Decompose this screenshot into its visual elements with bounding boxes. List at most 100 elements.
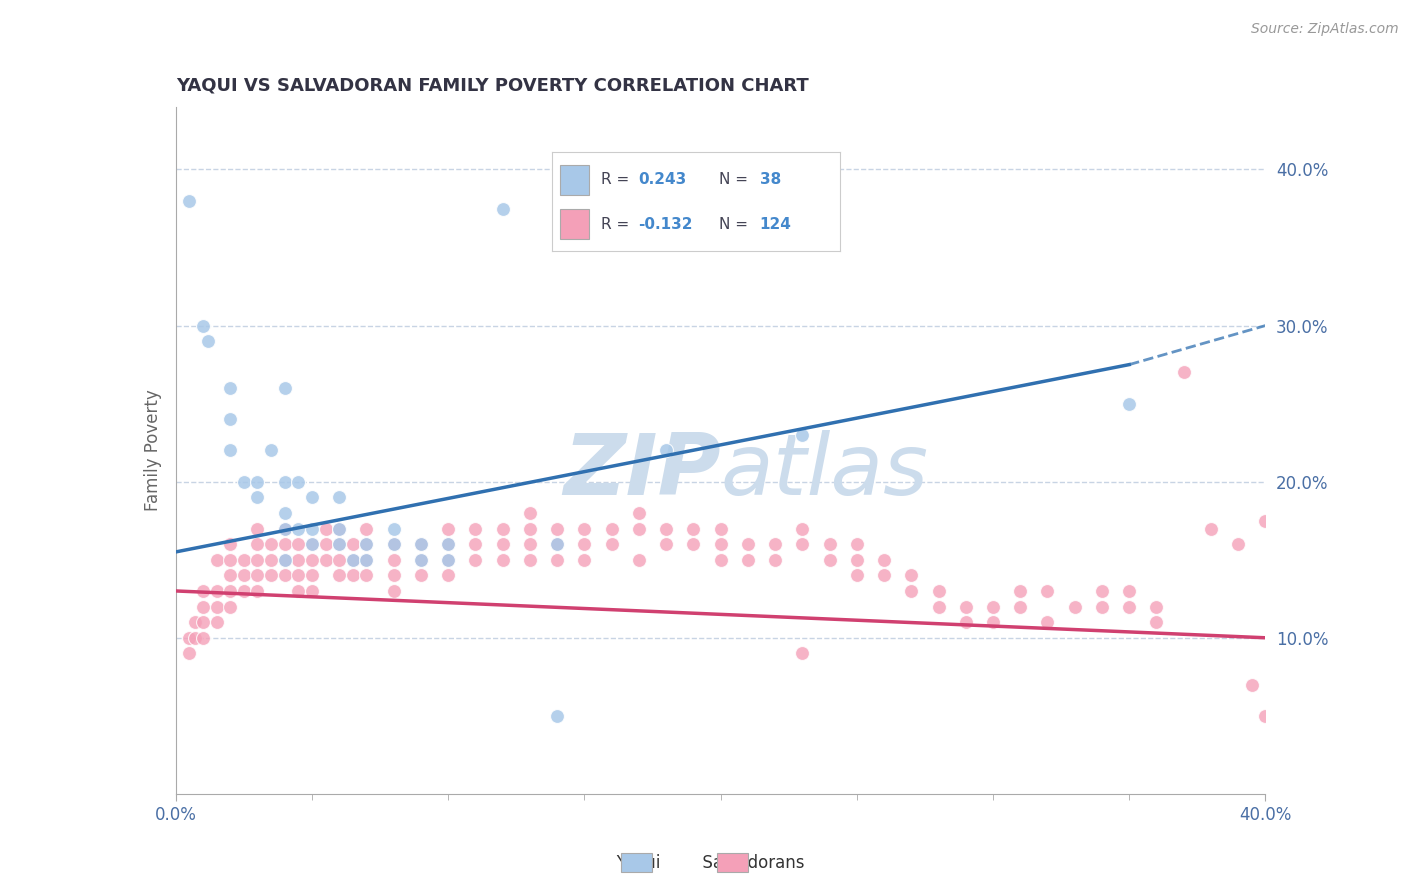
- Point: [382, 583, 405, 598]
- Point: [710, 521, 733, 535]
- Point: [873, 568, 896, 582]
- Point: [260, 552, 283, 567]
- Point: [682, 521, 704, 535]
- Point: [232, 552, 254, 567]
- Point: [437, 552, 460, 567]
- Point: [219, 568, 242, 582]
- Point: [315, 552, 337, 567]
- Point: [246, 583, 269, 598]
- Point: [232, 583, 254, 598]
- Point: [1118, 583, 1140, 598]
- Point: [710, 552, 733, 567]
- Text: Source: ZipAtlas.com: Source: ZipAtlas.com: [1251, 22, 1399, 37]
- Point: [356, 521, 378, 535]
- Point: [342, 568, 364, 582]
- Point: [737, 537, 759, 551]
- Point: [246, 537, 269, 551]
- Point: [382, 521, 405, 535]
- Point: [382, 568, 405, 582]
- Point: [981, 615, 1004, 630]
- Point: [274, 521, 297, 535]
- Point: [191, 615, 214, 630]
- Point: [818, 552, 841, 567]
- Point: [356, 568, 378, 582]
- Point: [301, 568, 323, 582]
- Point: [600, 537, 623, 551]
- Point: [546, 521, 568, 535]
- Point: [928, 599, 950, 614]
- Point: [1240, 678, 1263, 692]
- Point: [546, 708, 568, 723]
- Point: [315, 537, 337, 551]
- Point: [287, 583, 309, 598]
- Point: [792, 427, 814, 442]
- Point: [301, 521, 323, 535]
- Point: [1036, 615, 1059, 630]
- Point: [232, 475, 254, 489]
- Point: [792, 646, 814, 660]
- Point: [627, 506, 650, 520]
- Point: [315, 521, 337, 535]
- Point: [763, 537, 786, 551]
- Text: N =: N =: [718, 172, 748, 187]
- Y-axis label: Family Poverty: Family Poverty: [143, 390, 162, 511]
- Point: [342, 552, 364, 567]
- Point: [655, 443, 678, 458]
- Point: [574, 537, 596, 551]
- FancyBboxPatch shape: [561, 165, 589, 194]
- Point: [356, 552, 378, 567]
- Point: [274, 568, 297, 582]
- Point: [763, 552, 786, 567]
- Point: [546, 537, 568, 551]
- Point: [492, 552, 515, 567]
- Point: [197, 334, 219, 348]
- Point: [301, 583, 323, 598]
- Point: [219, 552, 242, 567]
- Point: [287, 537, 309, 551]
- Point: [492, 521, 515, 535]
- Point: [356, 552, 378, 567]
- Point: [301, 537, 323, 551]
- Point: [301, 490, 323, 504]
- Point: [219, 412, 242, 426]
- Point: [655, 537, 678, 551]
- Point: [546, 537, 568, 551]
- Point: [1144, 615, 1167, 630]
- Point: [845, 552, 868, 567]
- Point: [219, 599, 242, 614]
- Point: [1144, 599, 1167, 614]
- Point: [328, 568, 350, 582]
- Point: [274, 552, 297, 567]
- Point: [1091, 583, 1114, 598]
- Point: [328, 521, 350, 535]
- FancyBboxPatch shape: [561, 210, 589, 239]
- Point: [492, 537, 515, 551]
- Text: -0.132: -0.132: [638, 217, 693, 232]
- Point: [232, 568, 254, 582]
- Point: [191, 599, 214, 614]
- Point: [179, 646, 201, 660]
- Point: [655, 521, 678, 535]
- Text: N =: N =: [718, 217, 748, 232]
- Point: [464, 552, 486, 567]
- Point: [205, 615, 228, 630]
- Point: [792, 537, 814, 551]
- Point: [627, 521, 650, 535]
- Point: [437, 552, 460, 567]
- Point: [179, 631, 201, 645]
- Point: [246, 521, 269, 535]
- Point: [274, 475, 297, 489]
- Point: [191, 318, 214, 333]
- Point: [179, 194, 201, 208]
- Point: [955, 615, 977, 630]
- Point: [260, 443, 283, 458]
- Point: [627, 552, 650, 567]
- Point: [900, 568, 922, 582]
- Text: R =: R =: [600, 217, 628, 232]
- Point: [574, 552, 596, 567]
- Point: [274, 506, 297, 520]
- Point: [184, 631, 207, 645]
- Point: [519, 506, 541, 520]
- Point: [382, 552, 405, 567]
- Point: [519, 521, 541, 535]
